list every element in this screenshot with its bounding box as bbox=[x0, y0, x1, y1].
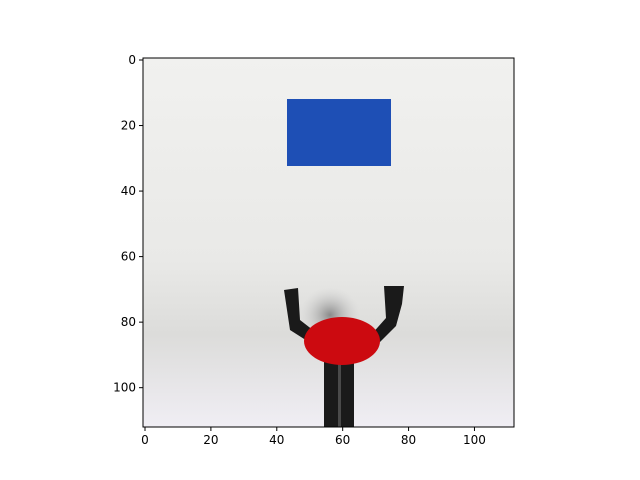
y-tick-label: 0 bbox=[128, 53, 136, 67]
y-tick-label: 20 bbox=[121, 119, 136, 133]
x-tick-label: 80 bbox=[401, 433, 416, 447]
x-tick-label: 20 bbox=[203, 433, 218, 447]
y-tick-label: 40 bbox=[121, 184, 136, 198]
y-tick-label: 100 bbox=[113, 381, 136, 395]
y-tick-label: 60 bbox=[121, 250, 136, 264]
axes-frame bbox=[142, 57, 515, 428]
x-tick-label: 0 bbox=[141, 433, 149, 447]
gripper-right-arm bbox=[370, 286, 404, 344]
x-tick-label: 60 bbox=[335, 433, 350, 447]
x-tick-label: 100 bbox=[463, 433, 486, 447]
gripper-shaft-highlight bbox=[338, 360, 341, 427]
image-area bbox=[143, 58, 514, 427]
y-tick-label: 80 bbox=[121, 315, 136, 329]
axis-ticks: 0 20 40 60 80 100 0 20 40 60 80 100 bbox=[113, 53, 486, 447]
red-ellipse bbox=[304, 317, 380, 365]
x-tick-label: 40 bbox=[269, 433, 284, 447]
blue-rectangle bbox=[287, 99, 391, 166]
